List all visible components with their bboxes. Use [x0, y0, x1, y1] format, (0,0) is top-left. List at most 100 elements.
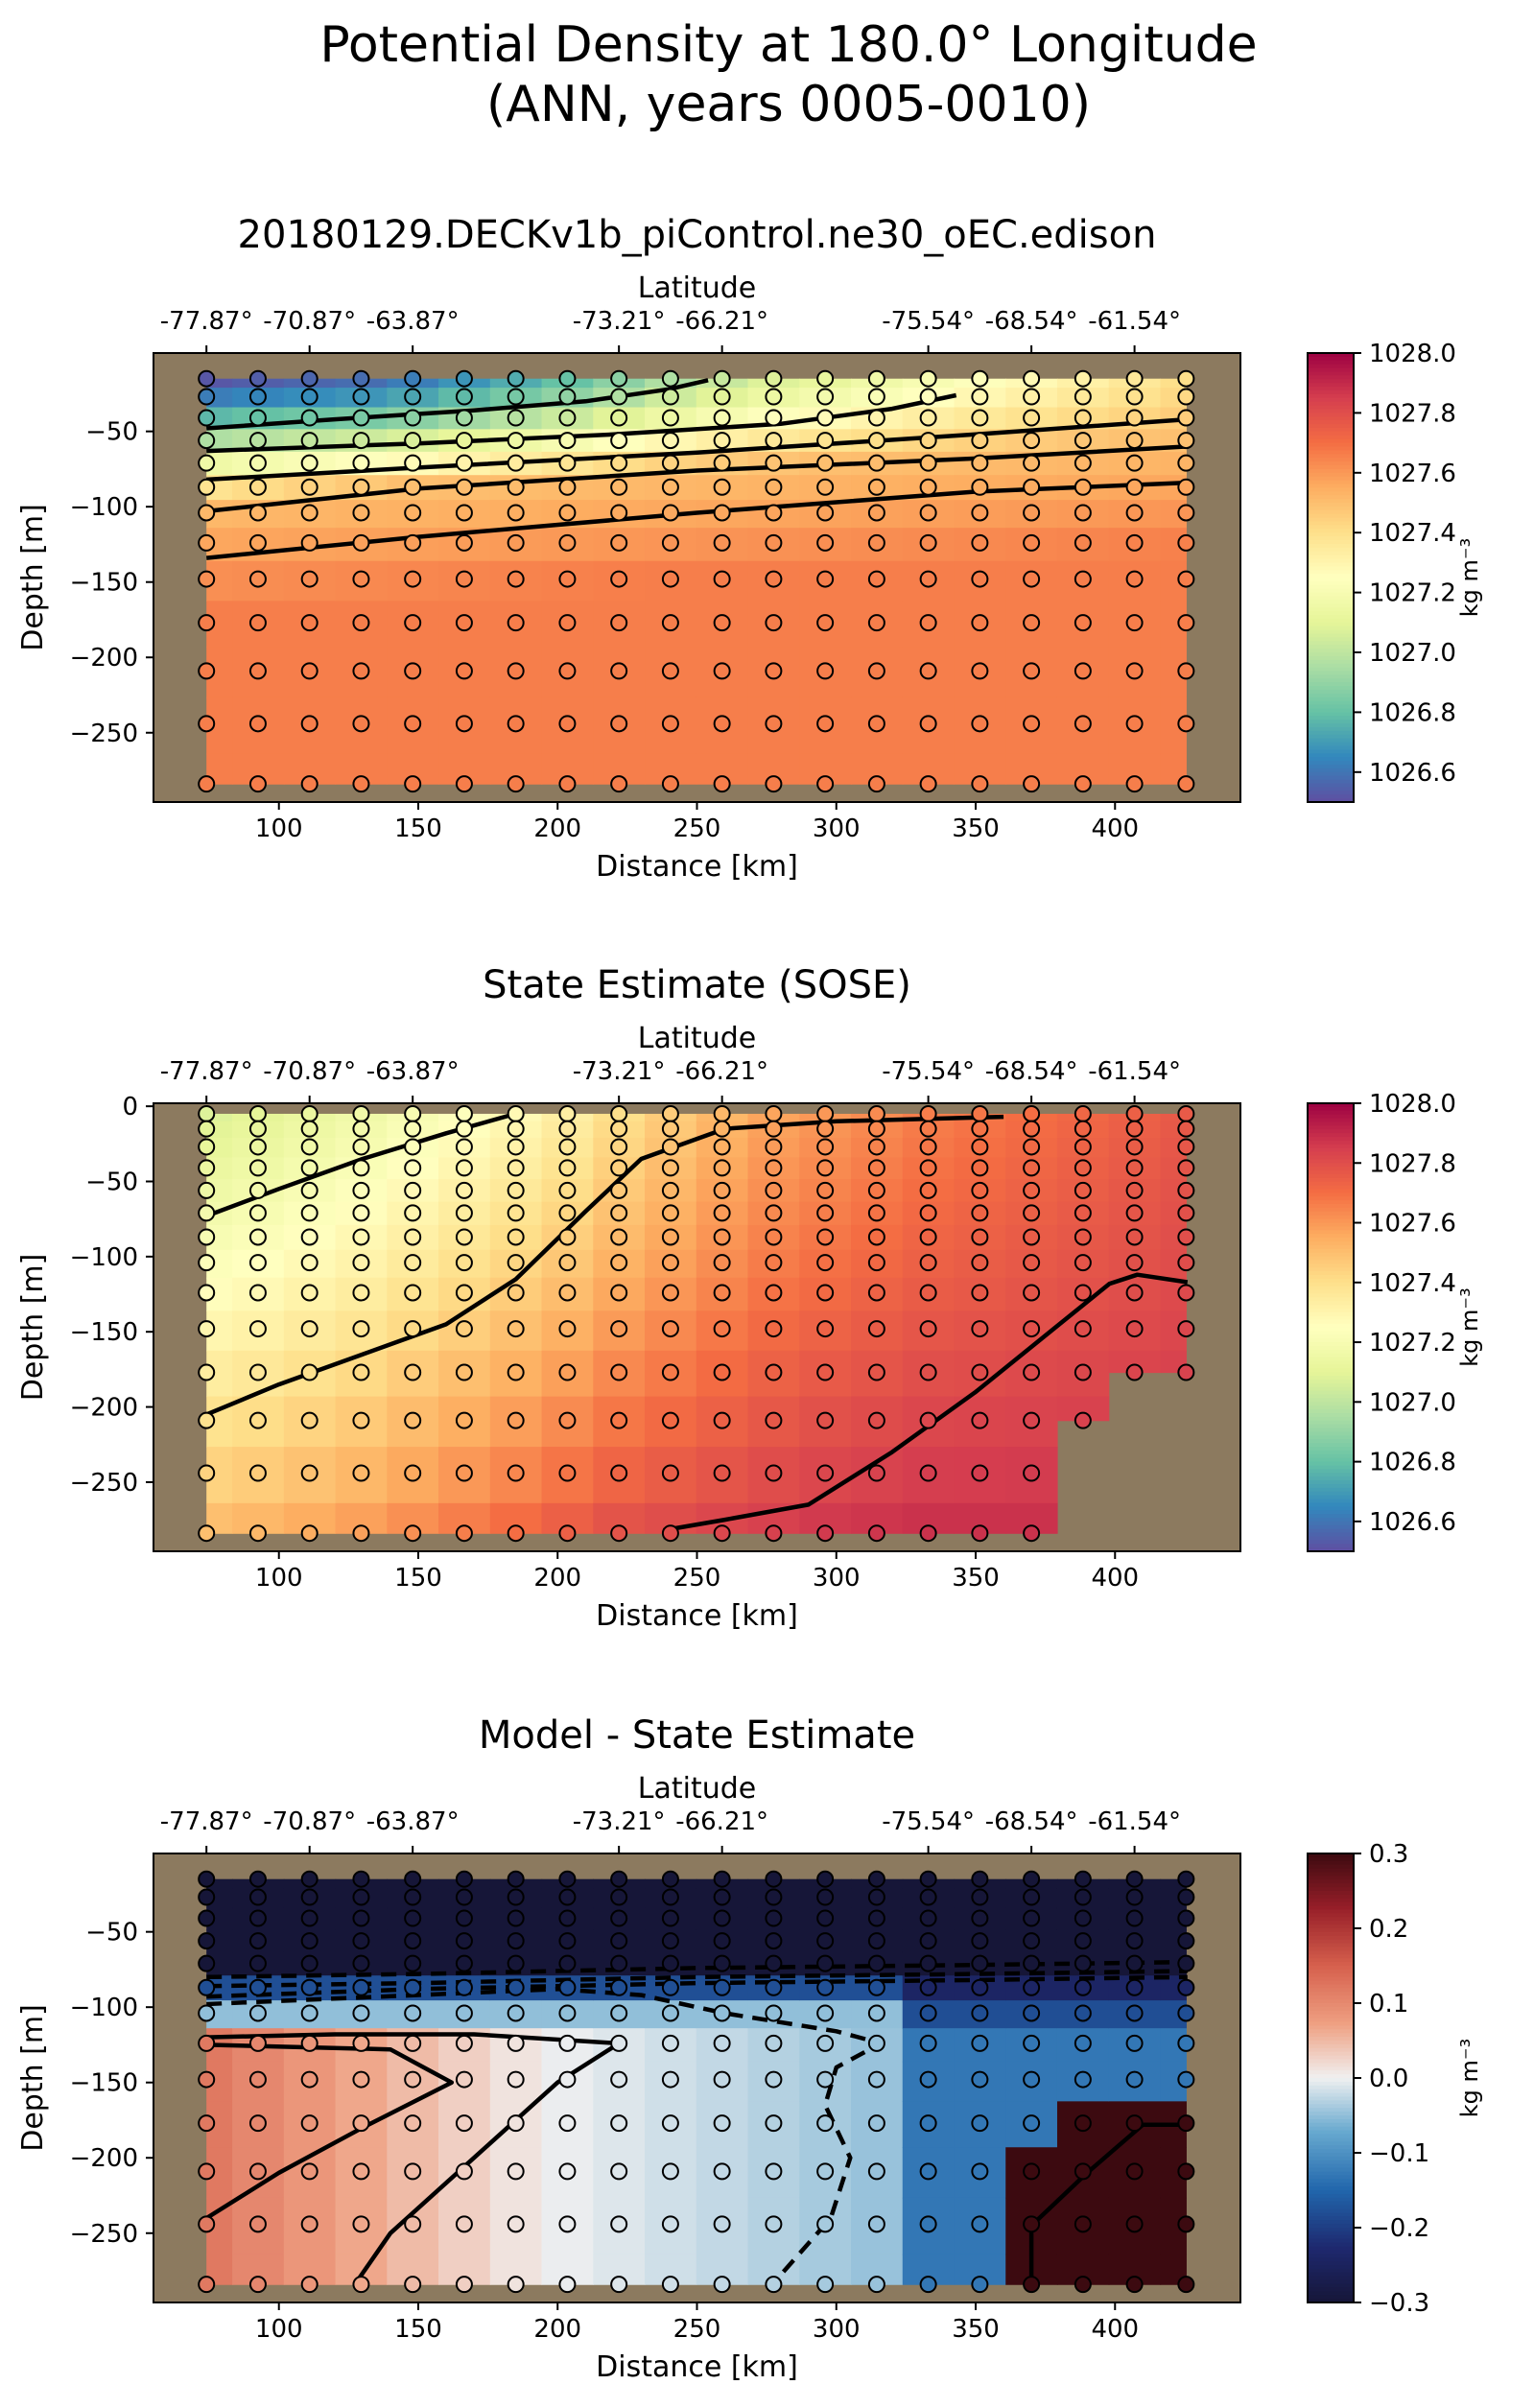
data-point	[816, 2276, 835, 2294]
colorbar-segment	[1308, 1999, 1354, 2004]
data-point	[1125, 504, 1144, 522]
data-point	[300, 570, 319, 588]
data-point	[765, 1120, 783, 1138]
data-point	[558, 1932, 577, 1950]
colorbar-segment	[1308, 360, 1354, 366]
data-point	[816, 614, 835, 632]
data-point	[1074, 1363, 1092, 1381]
colorbar-segment	[1308, 584, 1354, 590]
data-point	[1125, 1159, 1144, 1177]
data-point	[765, 2215, 783, 2233]
data-point	[1177, 1204, 1195, 1222]
colorbar-segment	[1308, 674, 1354, 680]
colorbar-segment	[1308, 1402, 1354, 1407]
colorbar-segment	[1308, 2220, 1354, 2225]
colorbar-segment	[1308, 775, 1354, 781]
data-point	[507, 2070, 525, 2089]
data-point	[198, 2034, 216, 2052]
data-point	[971, 775, 989, 793]
data-point	[971, 1159, 989, 1177]
data-point	[971, 504, 989, 522]
colorbar-segment	[1308, 536, 1354, 541]
data-point	[610, 504, 628, 522]
data-point	[300, 1320, 319, 1338]
colorbar-segment	[1308, 551, 1354, 556]
data-point	[867, 1181, 885, 1199]
data-point	[971, 1888, 989, 1906]
data-point	[1074, 2070, 1092, 2089]
colorbar-segment	[1308, 1230, 1354, 1236]
data-point	[198, 478, 216, 496]
colorbar-segment	[1308, 2089, 1354, 2094]
data-point	[816, 2070, 835, 2089]
data-point	[404, 1138, 422, 1156]
data-point	[1074, 1909, 1092, 1927]
data-point	[610, 1138, 628, 1156]
y-axis-label: Depth [m]	[16, 1254, 50, 1402]
data-point	[816, 1909, 835, 1927]
data-point	[198, 1120, 216, 1138]
colorbar-segment	[1308, 727, 1354, 732]
colorbar-segment	[1308, 2190, 1354, 2195]
colorbar-segment	[1308, 622, 1354, 627]
data-point	[300, 2034, 319, 2052]
data-point	[1074, 1320, 1092, 1338]
data-point	[765, 1159, 783, 1177]
data-point	[352, 1181, 370, 1199]
data-point	[1125, 2114, 1144, 2133]
data-point	[610, 1411, 628, 1429]
data-point	[971, 409, 989, 427]
colorbar-segment	[1308, 487, 1354, 493]
data-point	[507, 2162, 525, 2181]
data-point	[971, 1932, 989, 1950]
data-point	[1023, 715, 1041, 733]
data-point	[971, 1411, 989, 1429]
colorbar-segment	[1308, 787, 1354, 792]
data-point	[558, 1464, 577, 1482]
colorbar-segment	[1308, 611, 1354, 616]
top-tick-label: -77.87°	[160, 1807, 253, 1836]
y-tick-label: −200	[70, 644, 138, 673]
data-point	[816, 478, 835, 496]
contour-line	[663, 1272, 1189, 1533]
data-point	[610, 2004, 628, 2022]
top-tick-label: -61.54°	[1088, 307, 1181, 336]
data-point	[507, 1159, 525, 1177]
colorbar-segment	[1308, 1958, 1354, 1963]
colorbar-label: kg m⁻³	[1456, 538, 1483, 617]
colorbar-segment	[1308, 2197, 1354, 2203]
data-point	[507, 1120, 525, 1138]
y-tick-label: −200	[70, 1394, 138, 1423]
data-point	[661, 2162, 679, 2181]
colorbar-segment	[1308, 2010, 1354, 2016]
colorbar-segment	[1308, 1218, 1354, 1224]
data-point	[1023, 432, 1041, 450]
data-point	[352, 478, 370, 496]
data-point	[661, 454, 679, 472]
colorbar-segment	[1308, 438, 1354, 444]
data-point	[1177, 2004, 1195, 2022]
colorbar-segment	[1308, 615, 1354, 620]
data-point	[919, 1411, 937, 1429]
data-point	[867, 1909, 885, 1927]
x-tick-label: 250	[673, 1564, 721, 1593]
data-point	[1125, 1254, 1144, 1272]
y-tick-label: −150	[70, 2069, 138, 2098]
colorbar-segment	[1308, 431, 1354, 437]
data-point	[455, 1411, 473, 1429]
data-point	[1023, 388, 1041, 406]
data-point	[404, 1204, 422, 1222]
data-point	[765, 1411, 783, 1429]
data-point	[971, 1254, 989, 1272]
data-point	[765, 570, 783, 588]
data-point	[455, 2276, 473, 2294]
data-point	[867, 2276, 885, 2294]
colorbar-segment	[1308, 686, 1354, 691]
colorbar-segment	[1308, 1297, 1354, 1303]
colorbar-segment	[1308, 1155, 1354, 1161]
data-point	[198, 662, 216, 680]
data-point	[713, 2070, 731, 2089]
data-point	[765, 2276, 783, 2294]
data-point	[248, 2034, 267, 2052]
colorbar-segment	[1308, 371, 1354, 377]
